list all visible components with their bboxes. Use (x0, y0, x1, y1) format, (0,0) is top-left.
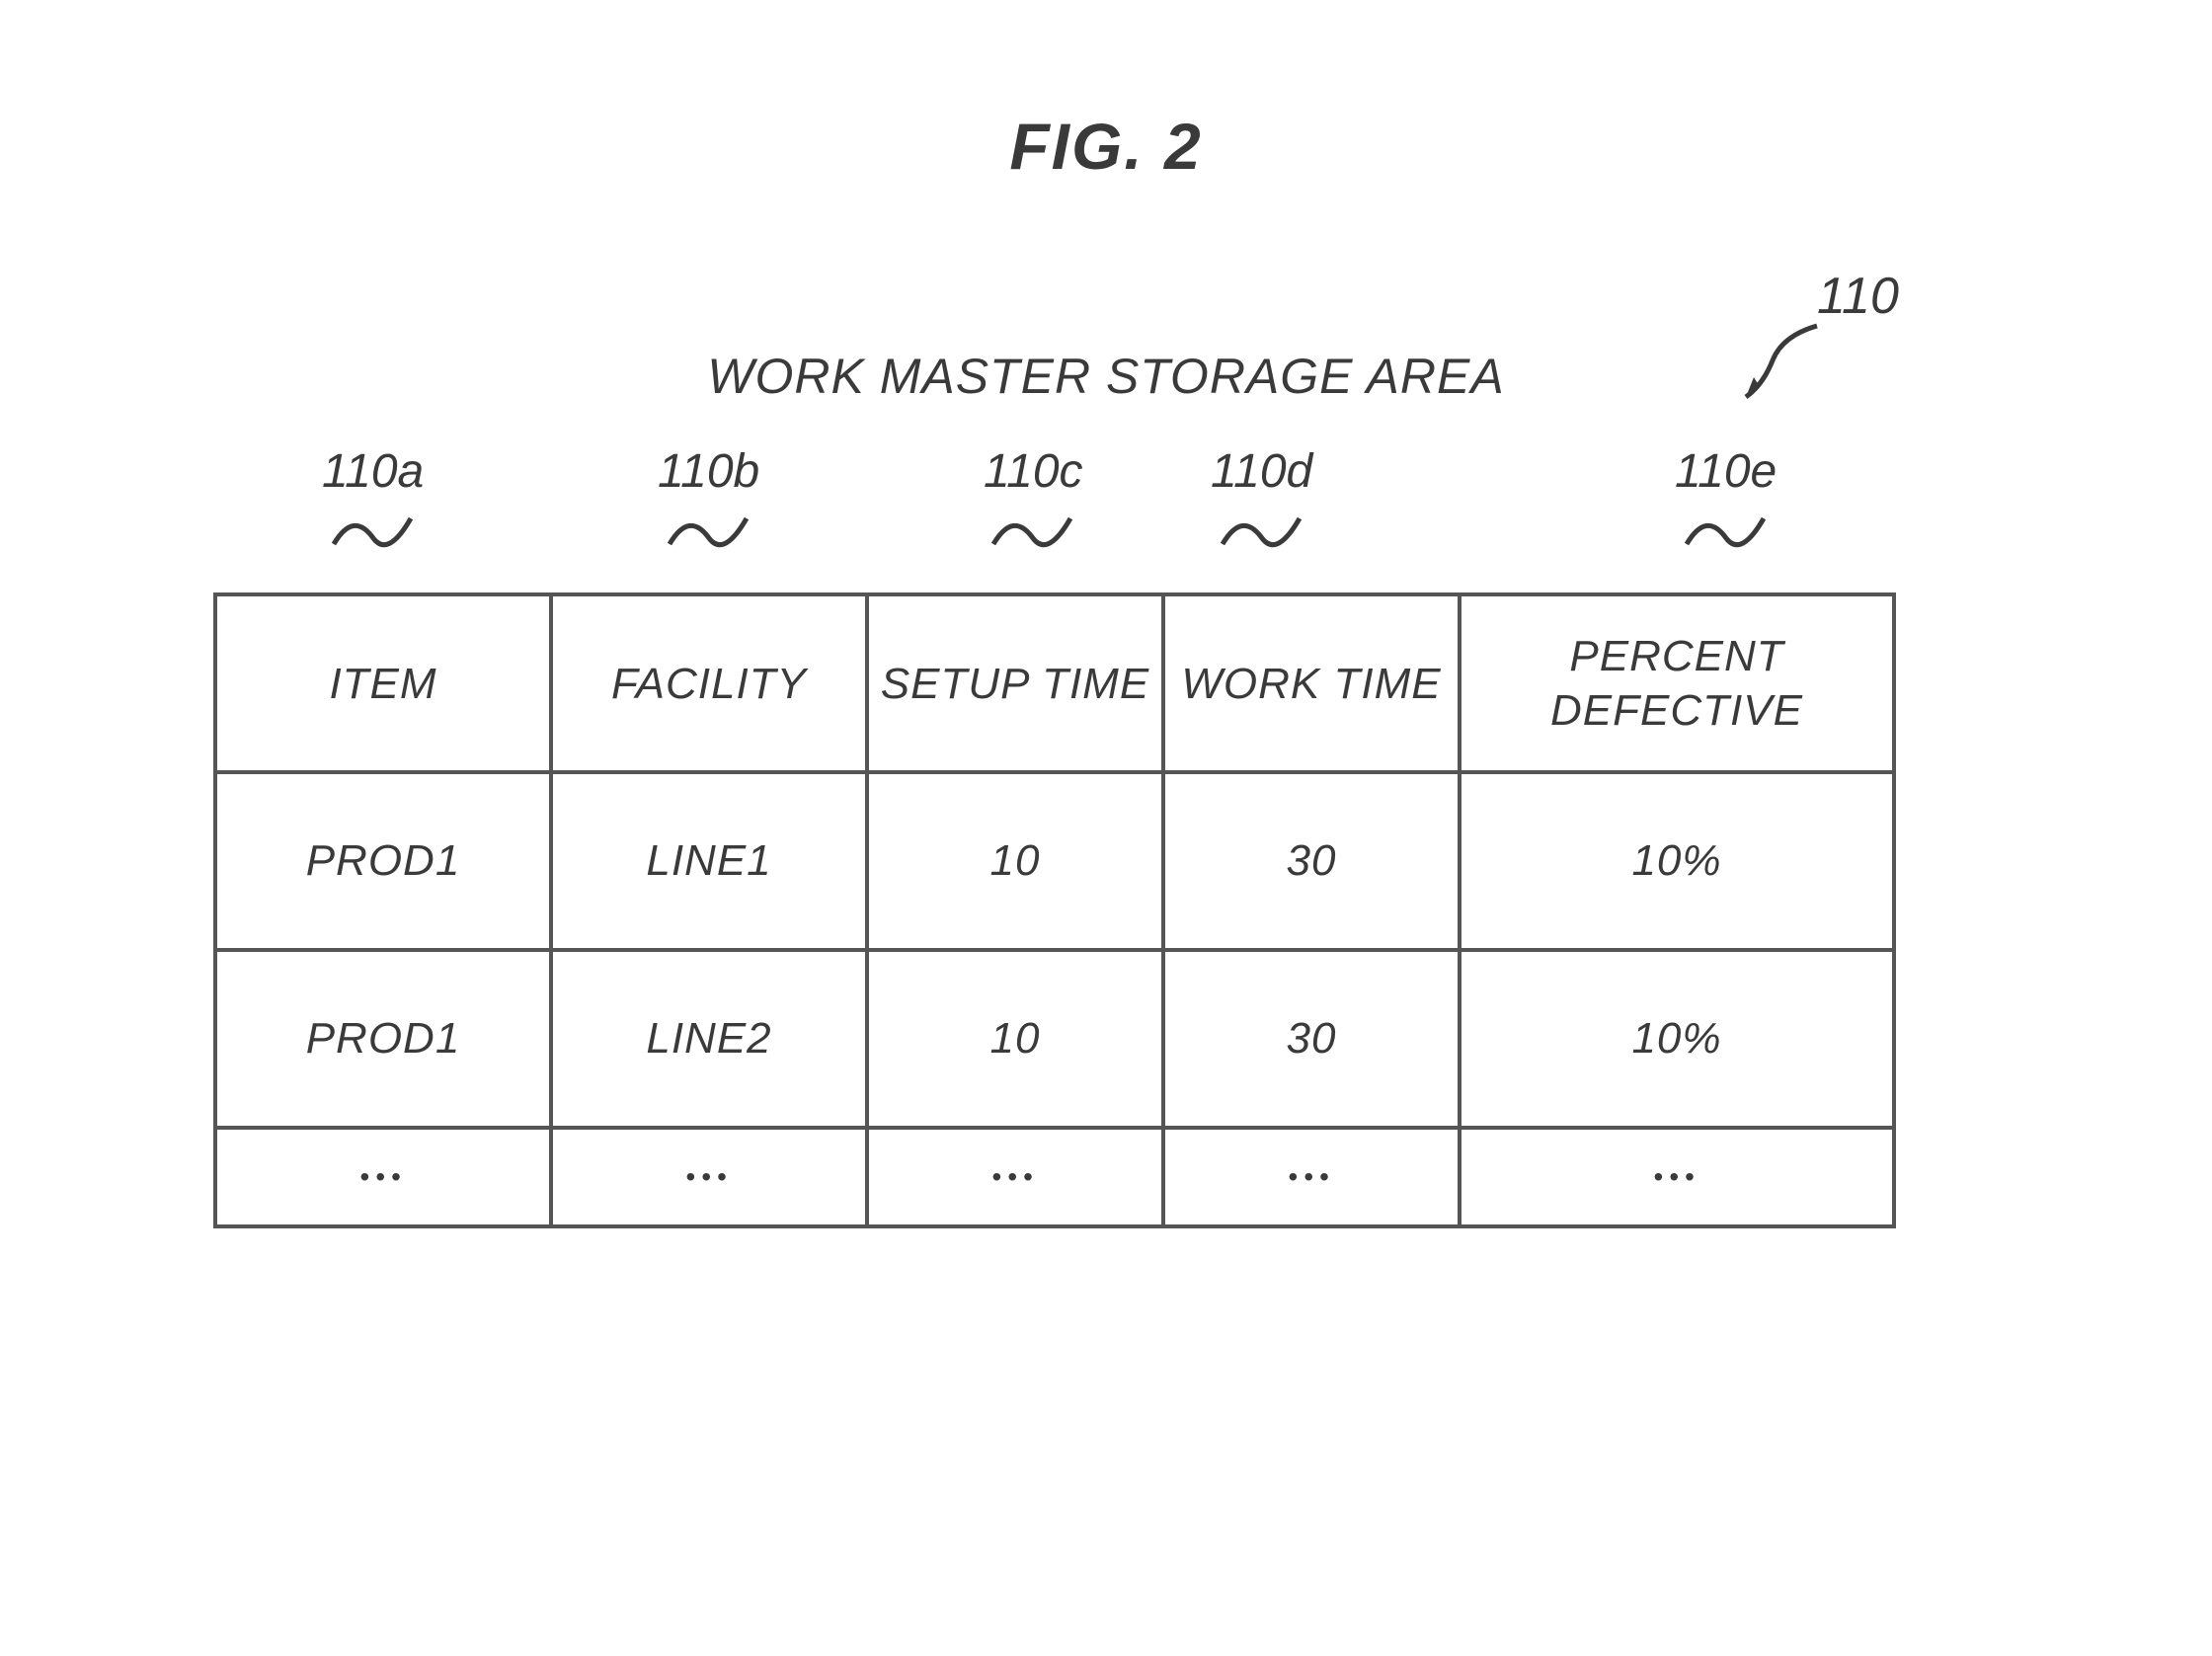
figure-label: FIG. 2 (0, 109, 2212, 184)
leadline-icon (660, 501, 758, 556)
leadline-icon (1738, 306, 1856, 405)
table-row: PROD1 LINE2 10 30 10% (215, 950, 1894, 1128)
column-ref-e: 110e (1675, 444, 1777, 556)
cell: ••• (551, 1128, 867, 1226)
table-row-ellipsis: ••• ••• ••• ••• ••• (215, 1128, 1894, 1226)
work-master-table: ITEM FACILITY SETUP TIME WORK TIME PERCE… (213, 592, 1896, 1228)
column-ref-c: 110c (984, 444, 1083, 556)
table-header-row: ITEM FACILITY SETUP TIME WORK TIME PERCE… (215, 594, 1894, 772)
cell: ••• (867, 1128, 1163, 1226)
cell: 10% (1460, 772, 1894, 950)
leadline-icon (324, 501, 423, 556)
cell: PROD1 (215, 772, 551, 950)
header-defective: PERCENTDEFECTIVE (1460, 594, 1894, 772)
column-ref-a-number: 110a (322, 444, 424, 499)
cell: 10% (1460, 950, 1894, 1128)
cell: ••• (1460, 1128, 1894, 1226)
column-ref-e-number: 110e (1675, 444, 1777, 499)
column-ref-b-number: 110b (658, 444, 759, 499)
cell: LINE2 (551, 950, 867, 1128)
column-ref-a: 110a (322, 444, 424, 556)
table-row: PROD1 LINE1 10 30 10% (215, 772, 1894, 950)
leadline-icon (1677, 501, 1776, 556)
header-setup: SETUP TIME (867, 594, 1163, 772)
column-ref-d-number: 110d (1211, 444, 1312, 499)
cell: ••• (215, 1128, 551, 1226)
column-ref-b: 110b (658, 444, 759, 556)
leadline-icon (984, 501, 1082, 556)
leadline-icon (1213, 501, 1311, 556)
cell: 30 (1163, 772, 1460, 950)
column-ref-d: 110d (1211, 444, 1312, 556)
cell: 10 (867, 950, 1163, 1128)
cell: 30 (1163, 950, 1460, 1128)
reference-main: 110 (1738, 267, 1936, 395)
header-facility: FACILITY (551, 594, 867, 772)
figure-page: { "figure": { "label": "FIG. 2", "title"… (0, 0, 2212, 1656)
column-ref-c-number: 110c (984, 444, 1083, 499)
cell: 10 (867, 772, 1163, 950)
cell: PROD1 (215, 950, 551, 1128)
cell: LINE1 (551, 772, 867, 950)
cell: ••• (1163, 1128, 1460, 1226)
header-item: ITEM (215, 594, 551, 772)
header-worktime: WORK TIME (1163, 594, 1460, 772)
column-references: 110a 110b 110c 110d 110e (213, 444, 1892, 583)
